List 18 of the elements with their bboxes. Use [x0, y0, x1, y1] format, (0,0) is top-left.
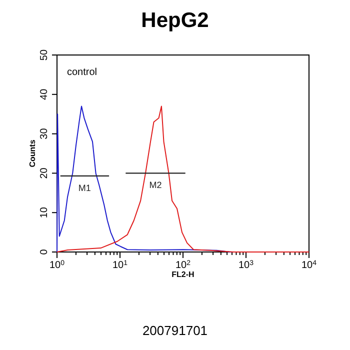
x-tick-label: 10$^{3}$: [238, 260, 254, 272]
y-tick-label: 20: [39, 167, 50, 179]
series-label: M1: [78, 182, 91, 193]
x-tick-label: 10$^{0}$: [49, 260, 65, 272]
x-tick-label: 10$^{4}$: [301, 260, 317, 272]
y-tick-label: 40: [39, 88, 50, 100]
series-label: M2: [149, 180, 162, 190]
text: 200791701: [142, 323, 208, 338]
annotation: control: [67, 67, 98, 78]
chart-title: HepG2: [141, 9, 209, 32]
x-tick-label: 10$^{1}$: [112, 260, 128, 272]
x-tick-label: 10$^{2}$: [175, 260, 191, 272]
y-tick-label: 30: [39, 128, 50, 140]
x-axis-title: FL2-H: [172, 270, 195, 279]
y-tick-label: 0: [39, 248, 50, 255]
y-tick-label: 10: [39, 206, 50, 218]
y-axis-title: Counts: [28, 139, 37, 168]
y-tick-label: 50: [39, 49, 50, 61]
